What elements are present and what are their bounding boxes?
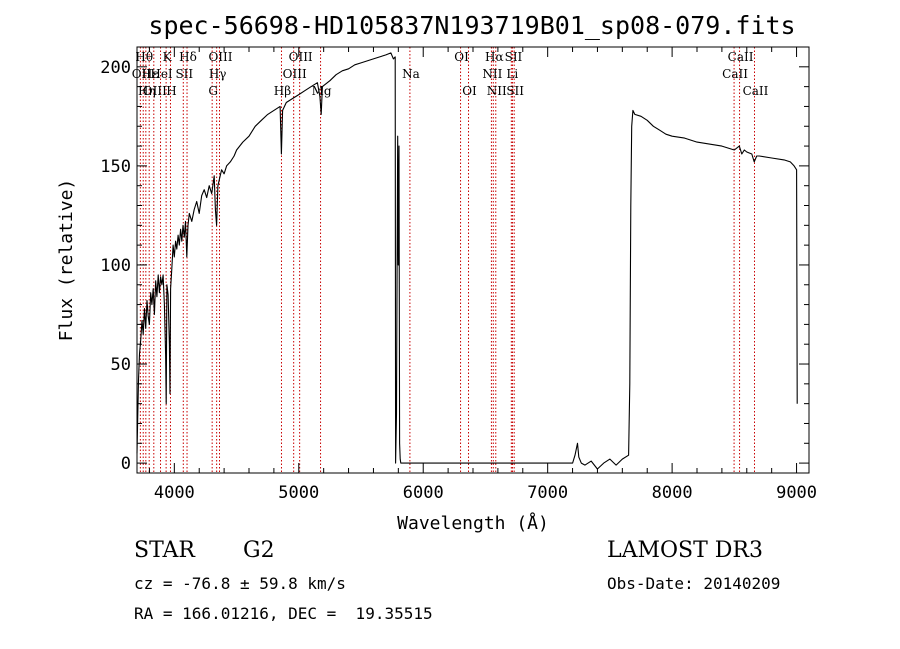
spectral-line-label: Hδ <box>179 50 197 64</box>
spectral-line-label: Na <box>402 67 420 81</box>
chart-title: spec-56698-HD105837N193719B01_sp08-079.f… <box>148 11 795 40</box>
spectral-line-labels: OIIHθHηHεOIIIHeIKHSIIHδGHγOIIIHβOIIIOIII… <box>132 50 769 98</box>
spectral-line-label: Hα <box>485 50 504 64</box>
spectral-line-label: NII <box>487 84 507 98</box>
redshift-text: cz = -76.8 ± 59.8 km/s <box>134 574 346 593</box>
y-tick-label: 50 <box>111 355 131 375</box>
spectral-line-label: SII <box>506 84 524 98</box>
spectral-line-label: Hη <box>138 84 156 98</box>
x-tick-label: 5000 <box>278 483 319 503</box>
spectral-line-label: OIII <box>283 67 307 81</box>
x-tick-label: 8000 <box>652 483 693 503</box>
spectral-line-label: Hθ <box>135 50 153 64</box>
spectral-line-label: K <box>163 50 173 64</box>
x-axis-ticks: 4000 5000 6000 7000 8000 9000 <box>148 47 817 503</box>
spectral-line-label: SII <box>175 67 193 81</box>
spectrum-line <box>136 52 798 470</box>
x-axis-label: Wavelength (Å) <box>397 512 549 534</box>
spectral-line-label: G <box>208 84 218 98</box>
spectral-line-label: CaII <box>728 50 754 64</box>
spectral-line-label: Hγ <box>209 67 227 81</box>
x-tick-label: 4000 <box>154 483 195 503</box>
spectral-line-label: HeI <box>150 67 173 81</box>
spectral-line-label: OIII <box>143 84 167 98</box>
y-axis-label: Flux (relative) <box>56 179 77 342</box>
spectral-line-label: Li <box>506 67 518 81</box>
y-tick-label: 200 <box>100 58 131 78</box>
y-axis-ticks: 0 50 100 150 200 <box>100 58 809 474</box>
y-tick-label: 0 <box>121 454 131 474</box>
spectral-line-label: CaII <box>722 67 748 81</box>
spectral-line-label: Hβ <box>274 84 291 98</box>
object-subclass: G2 <box>243 538 275 563</box>
spectral-line-label: OI <box>454 50 469 64</box>
survey-name: LAMOST DR3 <box>607 538 763 563</box>
spectral-line-markers <box>139 47 755 473</box>
object-class: STAR <box>134 538 195 563</box>
x-tick-label: 9000 <box>776 483 817 503</box>
obs-date: Obs-Date: 20140209 <box>607 574 781 593</box>
spectral-line-label: OIII <box>208 50 232 64</box>
spectral-line-label: OI <box>462 84 477 98</box>
spectral-line-label: NII <box>482 67 502 81</box>
spectral-line-label: Hε <box>142 67 159 81</box>
x-tick-label: 6000 <box>403 483 444 503</box>
spectral-line-label: CaII <box>743 84 769 98</box>
spectral-line-label: OIII <box>289 50 313 64</box>
x-tick-label: 7000 <box>527 483 568 503</box>
spectral-line-label: H <box>166 84 176 98</box>
y-tick-label: 100 <box>100 256 131 276</box>
plot-frame <box>136 46 810 474</box>
y-tick-label: 150 <box>100 157 131 177</box>
coordinates-text: RA = 166.01216, DEC = 19.35515 <box>134 604 433 623</box>
spectral-line-label: SII <box>505 50 523 64</box>
